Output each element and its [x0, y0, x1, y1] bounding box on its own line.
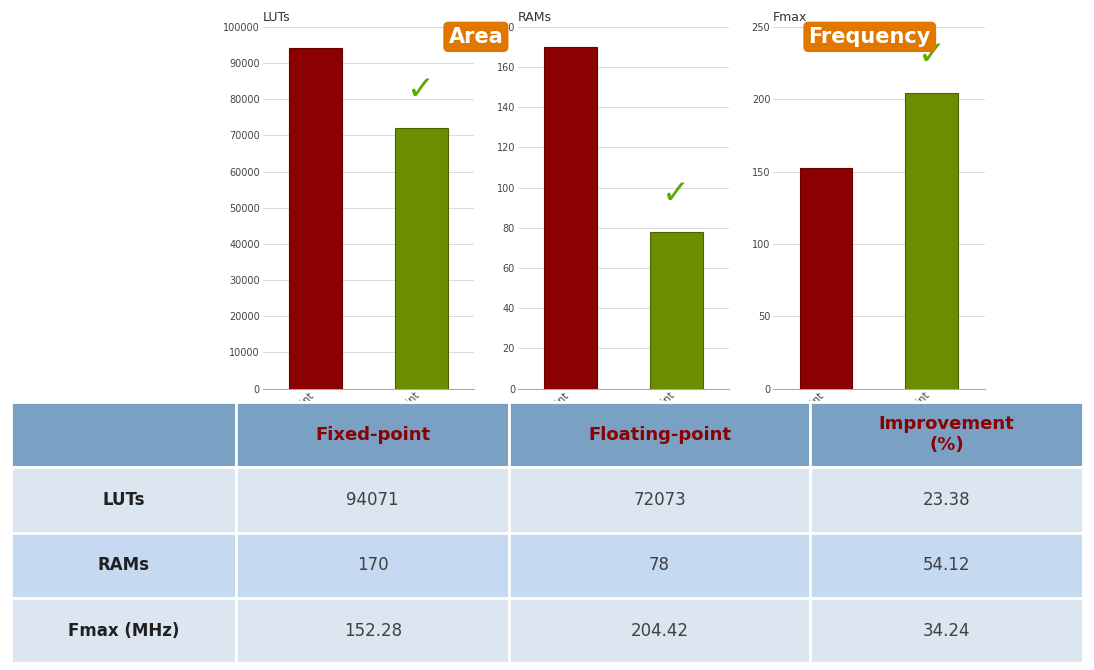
- FancyBboxPatch shape: [11, 598, 236, 663]
- Text: RAMs: RAMs: [517, 11, 551, 24]
- Text: 78: 78: [649, 556, 670, 574]
- FancyBboxPatch shape: [810, 598, 1083, 663]
- Text: Area: Area: [449, 27, 503, 47]
- Text: Improvement
(%): Improvement (%): [878, 415, 1014, 454]
- Text: 152.28: 152.28: [344, 622, 401, 640]
- FancyBboxPatch shape: [236, 533, 510, 598]
- Text: Fixed-point: Fixed-point: [315, 425, 430, 444]
- Text: 34.24: 34.24: [922, 622, 970, 640]
- Text: ✓: ✓: [918, 38, 945, 71]
- FancyBboxPatch shape: [236, 468, 510, 533]
- Text: ✓: ✓: [407, 73, 435, 106]
- Text: Fmax: Fmax: [773, 11, 807, 24]
- Text: 94071: 94071: [347, 491, 399, 509]
- Text: Floating-point: Floating-point: [589, 425, 731, 444]
- Text: LUTs: LUTs: [102, 491, 144, 509]
- FancyBboxPatch shape: [810, 468, 1083, 533]
- FancyBboxPatch shape: [510, 402, 810, 468]
- Bar: [800, 168, 852, 389]
- FancyBboxPatch shape: [11, 533, 236, 598]
- FancyBboxPatch shape: [810, 402, 1083, 468]
- Text: LUTs: LUTs: [263, 11, 290, 24]
- FancyBboxPatch shape: [510, 468, 810, 533]
- FancyBboxPatch shape: [236, 402, 510, 468]
- FancyBboxPatch shape: [236, 598, 510, 663]
- Bar: [395, 128, 447, 389]
- Text: RAMs: RAMs: [97, 556, 150, 574]
- Bar: [289, 48, 341, 389]
- Text: 23.38: 23.38: [922, 491, 970, 509]
- Bar: [906, 92, 958, 389]
- Text: Fmax (MHz): Fmax (MHz): [68, 622, 179, 640]
- FancyBboxPatch shape: [11, 468, 236, 533]
- Text: Frequency: Frequency: [808, 27, 931, 47]
- FancyBboxPatch shape: [810, 533, 1083, 598]
- FancyBboxPatch shape: [11, 402, 236, 468]
- Text: ✓: ✓: [663, 177, 690, 210]
- Text: 204.42: 204.42: [630, 622, 688, 640]
- Text: 54.12: 54.12: [922, 556, 970, 574]
- Bar: [545, 47, 597, 389]
- Text: 72073: 72073: [633, 491, 686, 509]
- Text: 170: 170: [357, 556, 388, 574]
- FancyBboxPatch shape: [510, 598, 810, 663]
- FancyBboxPatch shape: [510, 533, 810, 598]
- Bar: [650, 232, 703, 389]
